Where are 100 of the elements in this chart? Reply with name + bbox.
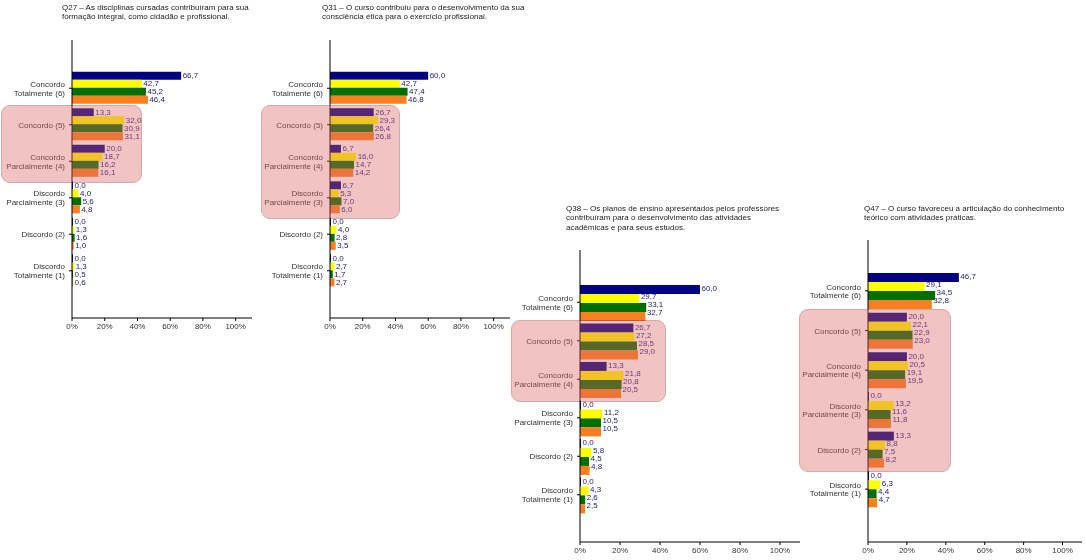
data-label: 0,0 (582, 438, 595, 448)
data-label: 0,0 (74, 180, 87, 190)
data-label: 6,3 (881, 478, 894, 488)
data-label: 2,7 (335, 277, 348, 287)
x-tick-label: 100% (483, 321, 504, 331)
data-label: 5,6 (82, 196, 95, 206)
data-label: 22,1 (912, 320, 929, 330)
data-label: 6,7 (342, 180, 355, 190)
data-label: 0,0 (870, 470, 883, 480)
data-label: 2,6 (586, 492, 599, 502)
x-tick-label: 60% (420, 321, 437, 331)
data-label: 29,3 (379, 115, 396, 125)
data-label: 7,5 (884, 447, 896, 457)
data-label: 1,6 (76, 233, 88, 243)
data-label: 11,6 (892, 407, 908, 417)
y-tick-label: Concordo (5) (526, 336, 574, 346)
data-label: 11,8 (892, 415, 908, 425)
y-tick-label: Concordo Parcialmente (4) (514, 370, 574, 389)
x-tick-label: 60% (976, 545, 993, 555)
data-label: 22,9 (914, 328, 931, 338)
x-tick-label: 40% (387, 321, 404, 331)
data-label: 4,8 (591, 462, 603, 472)
data-label: 28,5 (638, 338, 655, 348)
data-label: 4,5 (590, 454, 603, 464)
data-label: 0,0 (582, 476, 595, 486)
y-tick-label: Discordo (2) (279, 229, 324, 239)
x-tick-label: 40% (651, 545, 669, 555)
data-label: 30,9 (124, 123, 141, 133)
data-label: 31,1 (124, 131, 141, 141)
y-tick-label: Concordo Totalmente (6) (809, 282, 862, 300)
data-label: 16,0 (357, 152, 374, 162)
data-label: 20,0 (908, 351, 925, 361)
data-label: 27,2 (635, 330, 653, 340)
chart-title: Q31 – O curso contribuiu para o desenvolvimento da sua consciência ética para o exercício profissional. (322, 3, 526, 22)
data-label: 26,7 (375, 107, 392, 117)
y-tick-label: Concordo (5) (276, 120, 324, 130)
data-label: 26,7 (634, 322, 652, 332)
data-label: 20,0 (908, 312, 925, 322)
data-label: 8,2 (885, 455, 898, 465)
y-tick-label: Discordo Parcialmente (3) (802, 401, 862, 419)
data-label: 23,0 (914, 336, 931, 346)
y-tick-label: Concordo Parcialmente (4) (6, 152, 66, 171)
x-tick-label: 20% (898, 545, 915, 555)
data-label: 0,0 (332, 253, 345, 263)
x-tick-label: 60% (162, 321, 179, 331)
x-tick-label: 0% (574, 545, 586, 555)
y-tick-label: Discordo Totalmente (1) (13, 261, 66, 280)
x-tick-label: 20% (611, 545, 629, 555)
data-label: 32,8 (933, 296, 950, 306)
data-label: 1,3 (75, 225, 88, 235)
y-tick-label: Concordo Totalmente (6) (13, 79, 66, 98)
x-tick-label: 80% (731, 545, 749, 555)
data-label: 4,0 (80, 188, 92, 198)
data-label: 5,8 (593, 446, 605, 456)
data-label: 46,7 (960, 272, 977, 282)
data-label: 16,1 (99, 168, 116, 178)
y-tick-label: Discordo Parcialmente (3) (6, 188, 66, 207)
data-label: 19,1 (906, 367, 923, 377)
data-label: 29,7 (640, 292, 658, 302)
data-label: 60,0 (701, 284, 718, 294)
data-label: 3,5 (337, 241, 349, 251)
data-label: 26,4 (374, 123, 391, 133)
x-tick-label: 80% (1015, 545, 1032, 555)
data-label: 66,7 (182, 71, 199, 81)
data-label: 32,7 (646, 308, 664, 318)
data-label: 1,0 (75, 241, 87, 251)
data-label: 33,1 (647, 300, 664, 310)
x-tick-label: 80% (452, 321, 469, 331)
y-tick-label: Concordo (5) (814, 326, 862, 335)
data-label: 4,8 (81, 204, 94, 214)
data-label: 8,8 (886, 439, 899, 449)
y-tick-label: Concordo Totalmente (6) (271, 79, 324, 98)
data-label: 16,2 (100, 160, 117, 170)
data-label: 46,8 (408, 95, 425, 105)
data-label: 2,7 (335, 261, 348, 271)
y-tick-label: Discordo Parcialmente (3) (514, 408, 574, 427)
data-label: 10,5 (602, 423, 619, 433)
x-tick-label: 20% (354, 321, 371, 331)
data-label: 2,5 (586, 500, 599, 510)
data-label: 4,7 (878, 494, 891, 504)
x-tick-label: 0% (862, 545, 874, 555)
x-tick-label: 60% (691, 545, 709, 555)
data-label: 18,7 (104, 152, 121, 162)
data-label: 20,0 (106, 144, 123, 154)
data-label: 6,7 (342, 144, 355, 154)
x-tick-label: 100% (769, 545, 791, 555)
x-tick-label: 80% (194, 321, 211, 331)
y-tick-label: Discordo (2) (21, 229, 66, 239)
x-tick-label: 0% (324, 321, 336, 331)
data-label: 11,2 (603, 407, 620, 417)
data-label: 13,3 (895, 431, 912, 441)
x-tick-label: 40% (937, 545, 954, 555)
data-label: 45,2 (147, 87, 164, 97)
y-tick-label: Concordo Totalmente (6) (521, 293, 574, 312)
x-tick-label: 0% (66, 321, 78, 331)
chart-title: Q38 – Os planos de ensino apresentados pelos professores contribuíram para o desenvolvimento das atividades acadêmicas e para seus estudos. (566, 204, 781, 233)
data-label: 0,0 (582, 399, 595, 409)
data-label: 7,0 (342, 196, 355, 206)
data-label: 1,3 (75, 261, 88, 271)
data-label: 4,0 (338, 225, 350, 235)
